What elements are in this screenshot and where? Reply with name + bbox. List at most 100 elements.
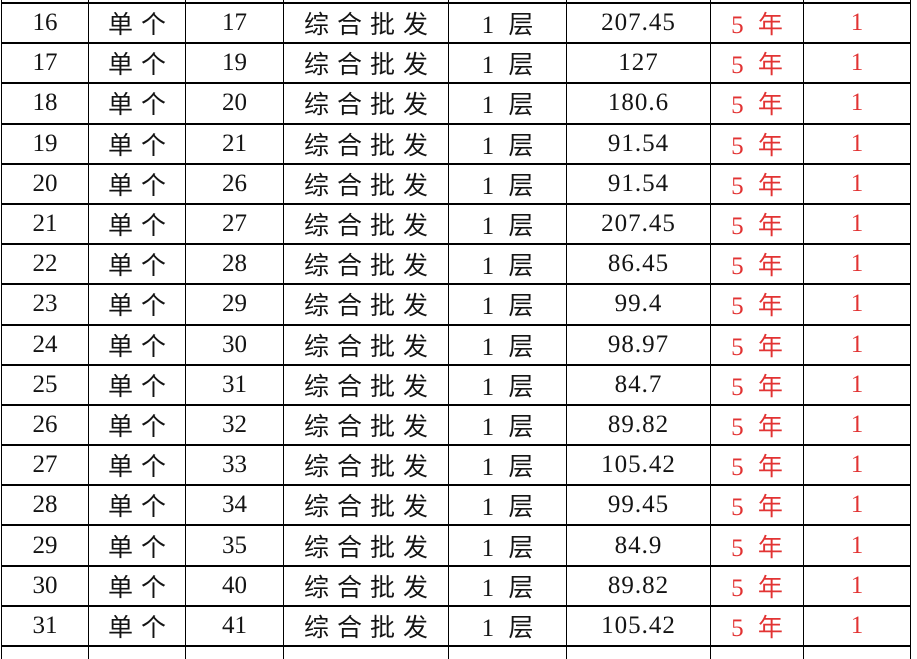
cell-unit-type: 单个 <box>89 446 186 487</box>
table-row: 31 单个 41 综合批发 1 层 105.42 5 年 1 <box>1 606 911 647</box>
cell-floor: 1 层 <box>449 124 567 165</box>
cell-business-type: 综合批发 <box>284 4 449 45</box>
cell-business-type: 综合批发 <box>284 566 449 607</box>
cell-unit-type: 单个 <box>89 486 186 527</box>
cell-business-type: 综合批发 <box>284 486 449 527</box>
cell-floor: 1 层 <box>449 446 567 487</box>
cell-unit-type: 单个 <box>89 124 186 165</box>
table-row: 24 单个 30 综合批发 1 层 98.97 5 年 1 <box>1 325 911 366</box>
table-edge-cell <box>449 647 567 659</box>
cell-term-years: 5 年 <box>711 365 804 406</box>
cell-row-number: 19 <box>1 124 89 165</box>
table-edge-cell <box>89 647 186 659</box>
cell-count: 1 <box>804 526 911 567</box>
cell-row-number: 22 <box>1 245 89 286</box>
cell-row-number: 25 <box>1 365 89 406</box>
cell-floor: 1 层 <box>449 566 567 607</box>
cell-unit-type: 单个 <box>89 405 186 447</box>
cell-unit-type: 单个 <box>89 164 186 205</box>
cell-area-value: 86.45 <box>567 245 711 286</box>
cell-item-number: 20 <box>186 84 284 125</box>
table-edge-row-bottom <box>1 647 911 659</box>
cell-area-value: 99.4 <box>567 285 711 326</box>
table-edge-cell <box>449 0 567 4</box>
cell-term-years: 5 年 <box>711 84 804 125</box>
cell-row-number: 30 <box>1 566 89 607</box>
table-row: 20 单个 26 综合批发 1 层 91.54 5 年 1 <box>1 164 911 205</box>
table-edge-cell <box>186 0 284 4</box>
cell-unit-type: 单个 <box>89 44 186 85</box>
cell-item-number: 33 <box>186 446 284 487</box>
cell-row-number: 17 <box>1 44 89 85</box>
cell-unit-type: 单个 <box>89 606 186 647</box>
cell-business-type: 综合批发 <box>284 325 449 366</box>
cell-business-type: 综合批发 <box>284 84 449 125</box>
cell-count: 1 <box>804 4 911 45</box>
cell-count: 1 <box>804 285 911 326</box>
cell-term-years: 5 年 <box>711 526 804 567</box>
cell-business-type: 综合批发 <box>284 124 449 165</box>
cell-item-number: 40 <box>186 566 284 607</box>
cell-area-value: 91.54 <box>567 164 711 205</box>
table-row: 18 单个 20 综合批发 1 层 180.6 5 年 1 <box>1 84 911 125</box>
cell-business-type: 综合批发 <box>284 245 449 286</box>
cell-unit-type: 单个 <box>89 325 186 366</box>
cell-row-number: 23 <box>1 285 89 326</box>
cell-floor: 1 层 <box>449 164 567 205</box>
cell-floor: 1 层 <box>449 4 567 45</box>
table-row: 16 单个 17 综合批发 1 层 207.45 5 年 1 <box>1 4 911 45</box>
cell-item-number: 34 <box>186 486 284 527</box>
cell-area-value: 89.82 <box>567 405 711 447</box>
cell-term-years: 5 年 <box>711 566 804 607</box>
cell-item-number: 29 <box>186 285 284 326</box>
cell-count: 1 <box>804 164 911 205</box>
cell-row-number: 16 <box>1 4 89 45</box>
table-edge-cell <box>567 647 711 659</box>
cell-area-value: 207.45 <box>567 204 711 246</box>
cell-term-years: 5 年 <box>711 325 804 366</box>
cell-row-number: 21 <box>1 204 89 246</box>
cell-count: 1 <box>804 566 911 607</box>
cell-area-value: 91.54 <box>567 124 711 165</box>
cell-business-type: 综合批发 <box>284 204 449 246</box>
cell-count: 1 <box>804 365 911 406</box>
cell-floor: 1 层 <box>449 285 567 326</box>
cell-count: 1 <box>804 245 911 286</box>
cell-unit-type: 单个 <box>89 566 186 607</box>
table-edge-cell <box>804 647 911 659</box>
table-edge-cell <box>284 647 449 659</box>
cell-area-value: 99.45 <box>567 486 711 527</box>
table-row: 21 单个 27 综合批发 1 层 207.45 5 年 1 <box>1 204 911 246</box>
cell-term-years: 5 年 <box>711 4 804 45</box>
table-row: 29 单个 35 综合批发 1 层 84.9 5 年 1 <box>1 526 911 567</box>
cell-row-number: 20 <box>1 164 89 205</box>
table-edge-cell <box>89 0 186 4</box>
cell-floor: 1 层 <box>449 84 567 125</box>
cell-area-value: 84.7 <box>567 365 711 406</box>
cell-floor: 1 层 <box>449 365 567 406</box>
table-edge-cell <box>1 647 89 659</box>
cell-item-number: 26 <box>186 164 284 205</box>
cell-row-number: 29 <box>1 526 89 567</box>
table-row: 17 单个 19 综合批发 1 层 127 5 年 1 <box>1 44 911 85</box>
cell-area-value: 84.9 <box>567 526 711 567</box>
cell-area-value: 127 <box>567 44 711 85</box>
cell-term-years: 5 年 <box>711 245 804 286</box>
cell-item-number: 41 <box>186 606 284 647</box>
table-body: 16 单个 17 综合批发 1 层 207.45 5 年 1 17 单个 19 … <box>1 4 911 647</box>
cell-row-number: 28 <box>1 486 89 527</box>
cell-area-value: 207.45 <box>567 4 711 45</box>
cell-unit-type: 单个 <box>89 204 186 246</box>
cell-floor: 1 层 <box>449 204 567 246</box>
cell-floor: 1 层 <box>449 325 567 366</box>
cell-item-number: 35 <box>186 526 284 567</box>
cell-item-number: 21 <box>186 124 284 165</box>
cell-area-value: 180.6 <box>567 84 711 125</box>
cell-term-years: 5 年 <box>711 44 804 85</box>
table-row: 28 单个 34 综合批发 1 层 99.45 5 年 1 <box>1 486 911 527</box>
cell-term-years: 5 年 <box>711 405 804 447</box>
cell-business-type: 综合批发 <box>284 365 449 406</box>
cell-unit-type: 单个 <box>89 285 186 326</box>
cell-business-type: 综合批发 <box>284 164 449 205</box>
